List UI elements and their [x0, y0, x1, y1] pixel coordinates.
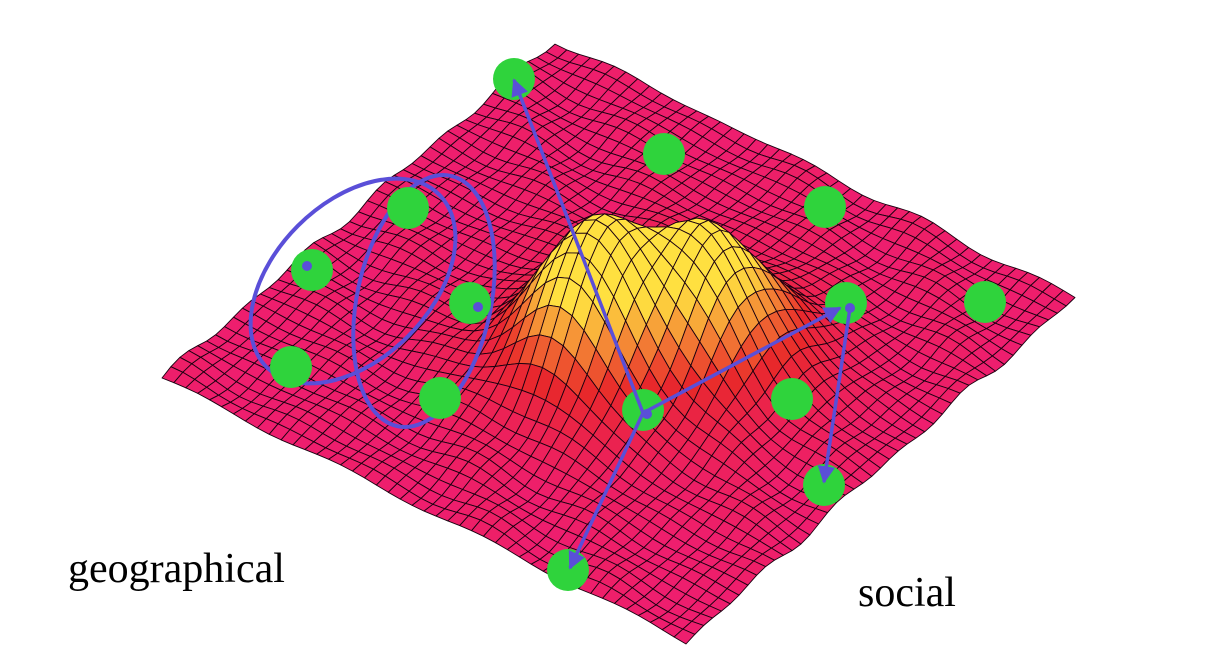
social-axis-label: social: [858, 570, 956, 616]
network-node: [387, 187, 429, 229]
network-node: [449, 282, 491, 324]
node-marker-dot: [642, 409, 652, 419]
geographical-axis-label: geographical: [68, 546, 285, 592]
network-node: [270, 346, 312, 388]
node-marker-dot: [473, 302, 483, 312]
node-marker-dot: [845, 303, 855, 313]
network-node: [964, 281, 1006, 323]
link-arrow: [511, 78, 645, 414]
network-node: [804, 186, 846, 228]
link-arrow: [817, 307, 852, 484]
mesh-surface: [161, 43, 1076, 645]
geographic-cluster-ellipse: [248, 176, 458, 386]
network-node: [291, 249, 333, 291]
link-arrow: [642, 306, 842, 415]
network-node: [825, 282, 867, 324]
network-node: [493, 58, 535, 100]
geographic-cluster-ellipse: [351, 173, 497, 429]
network-node: [643, 133, 685, 175]
network-overlay: [248, 58, 1006, 591]
network-node: [771, 378, 813, 420]
link-arrow: [568, 412, 645, 570]
network-node: [547, 549, 589, 591]
network-node: [419, 377, 461, 419]
node-marker-dot: [302, 261, 312, 271]
mesh-cell: [673, 628, 696, 645]
